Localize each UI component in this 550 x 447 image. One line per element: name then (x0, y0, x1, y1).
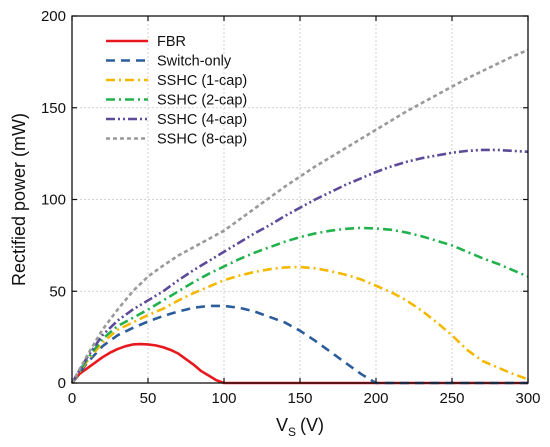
y-tick-label: 50 (49, 283, 66, 300)
legend: FBR Switch-only SSHC (1-cap) SSHC (2-cap) SS… (106, 34, 247, 148)
x-axis-label: VS (V) (276, 415, 324, 439)
x-tick-label: 100 (211, 390, 236, 407)
series-5 (70, 48, 529, 384)
y-tick-label: 0 (58, 375, 66, 392)
series-3 (70, 226, 529, 384)
series-line (70, 48, 529, 384)
x-axis-label-subscript: S (288, 425, 296, 439)
legend-label: SSHC (2-cap) (157, 93, 247, 109)
x-axis-label-symbol: V (276, 415, 288, 435)
plot-series (70, 48, 529, 385)
y-tick-label: 200 (41, 8, 66, 25)
x-tick-label: 150 (287, 390, 312, 407)
series-1 (70, 304, 528, 385)
series-4 (70, 148, 529, 384)
axis-ticks: 0 50 100 150 200 250 300 0 50 100 150 200 (41, 8, 541, 407)
legend-label: SSHC (1-cap) (157, 73, 247, 89)
x-tick-label: 250 (439, 390, 464, 407)
series-line (70, 148, 529, 384)
legend-label: SSHC (8-cap) (157, 132, 247, 148)
x-tick-label: 0 (68, 390, 76, 407)
x-tick-label: 200 (363, 390, 388, 407)
series-line (70, 304, 528, 385)
legend-label: SSHC (4-cap) (157, 112, 247, 128)
series-line (70, 226, 529, 384)
legend-label: FBR (157, 34, 186, 50)
grid-lines (72, 16, 528, 383)
x-tick-label: 50 (140, 390, 157, 407)
x-tick-label: 300 (515, 390, 540, 407)
x-axis-label-unit: (V) (300, 415, 324, 435)
y-tick-label: 100 (41, 192, 66, 209)
y-tick-label: 150 (41, 100, 66, 117)
legend-label: Switch-only (157, 54, 232, 70)
y-axis-label: Rectified power (mW) (9, 113, 29, 286)
